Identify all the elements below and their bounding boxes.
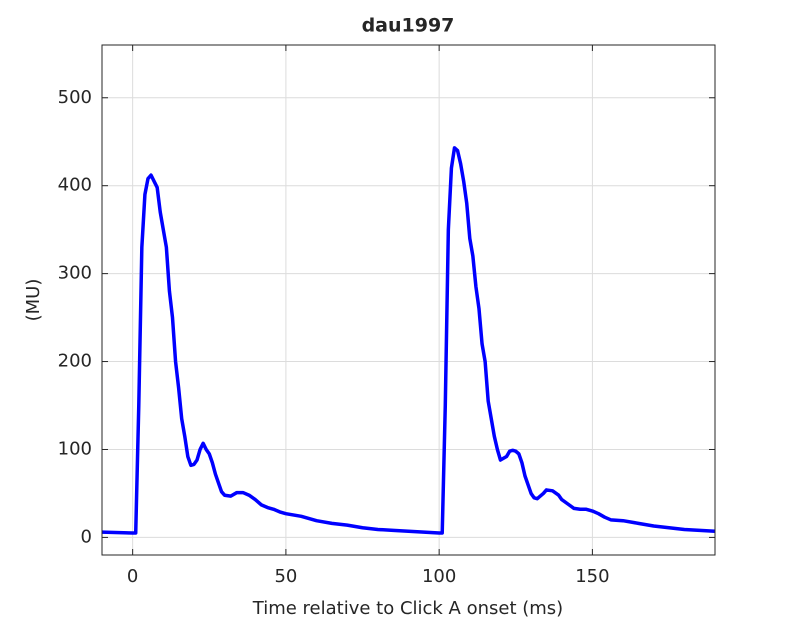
y-tick-label: 500 [58,87,92,108]
x-axis-label: Time relative to Click A onset (ms) [252,598,563,619]
x-tick-label: 100 [422,566,456,587]
x-tick-label: 50 [274,566,297,587]
chart-title: dau1997 [362,15,455,37]
data-line [101,146,716,535]
y-tick-label: 200 [58,351,92,372]
y-tick-label: 100 [58,438,92,459]
grid [102,45,715,555]
y-tick-label: 400 [58,175,92,196]
y-axis-label: (MU) [23,279,44,322]
x-tick-label: 0 [127,566,138,587]
y-tick-label: 300 [58,263,92,284]
plot [101,146,716,535]
y-tick-label: 0 [81,526,92,547]
axes-box [101,44,716,556]
x-tick-label: 150 [575,566,609,587]
